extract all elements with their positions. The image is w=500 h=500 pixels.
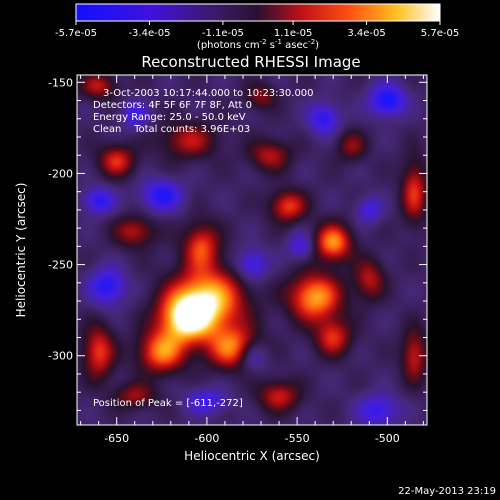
x-tick-label: -550 <box>285 432 310 445</box>
annotation-energy-range: Energy Range: 25.0 - 50.0 keV <box>93 112 246 123</box>
annotation-clean-counts: Clean Total counts: 3.96E+03 <box>93 124 250 135</box>
x-tick-label: -500 <box>375 432 400 445</box>
y-tick-label: -300 <box>48 350 73 363</box>
colorbar-tick-label: -1.1e-05 <box>202 28 244 39</box>
x-tick-label: -650 <box>104 432 129 445</box>
footer-timestamp: 22-May-2013 23:19 <box>398 486 496 497</box>
heatmap-area <box>77 75 427 425</box>
colorbar-tick-label: -3.4e-05 <box>128 28 170 39</box>
colorbar: -5.7e-05 -3.4e-05 -1.1e-05 1.1e-05 3.4e-05 5.… <box>55 3 459 51</box>
colorbar-tick-label: 1.1e-05 <box>274 28 312 39</box>
y-axis: -150 -200 -250 -300 <box>48 76 427 411</box>
y-tick-label: -200 <box>48 167 73 180</box>
y-axis-label: Heliocentric Y (arcsec) <box>14 183 28 318</box>
annotation-block: 3-Oct-2003 10:17:44.000 to 10:23:30.000 … <box>93 88 314 409</box>
annotation-detectors: Detectors: 4F 5F 6F 7F 8F, Att 0 <box>93 100 252 111</box>
x-axis: -650 -600 -550 -500 <box>80 75 424 445</box>
colorbar-gradient <box>75 3 441 22</box>
colorbar-ticks: -5.7e-05 -3.4e-05 -1.1e-05 1.1e-05 3.4e-05 5.… <box>55 21 459 39</box>
colorbar-tick-label: -5.7e-05 <box>55 28 97 39</box>
colorbar-units: (photons cm-2 s-1 asec-2) <box>197 38 319 51</box>
x-tick-label: -600 <box>194 432 219 445</box>
x-axis-label: Heliocentric X (arcsec) <box>184 449 320 463</box>
y-tick-label: -150 <box>48 76 73 89</box>
colorbar-tick-label: 3.4e-05 <box>347 28 385 39</box>
heatmap-image <box>77 75 427 425</box>
annotation-time-range: 3-Oct-2003 10:17:44.000 to 10:23:30.000 <box>103 88 314 99</box>
y-tick-label: -250 <box>48 259 73 272</box>
annotation-peak-position: Position of Peak = [-611,-272] <box>93 398 243 409</box>
chart-title: Reconstructed RHESSI Image <box>141 53 360 71</box>
colorbar-tick-label: 5.7e-05 <box>421 28 459 39</box>
plot-frame <box>76 74 428 426</box>
